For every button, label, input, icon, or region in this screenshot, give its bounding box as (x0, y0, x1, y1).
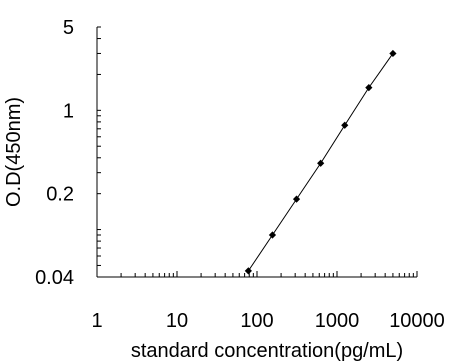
y-axis-label: O.D(450nm) (3, 97, 25, 207)
x-tick-label: 1000 (315, 310, 360, 332)
y-tick-label: 0.2 (46, 184, 74, 206)
data-point (317, 159, 325, 167)
y-tick-label: 0.04 (35, 267, 74, 289)
data-point (292, 195, 301, 203)
y-tick-label: 5 (63, 17, 74, 39)
x-tick-label: 10000 (389, 310, 445, 332)
x-axis-label: standard concentration(pg/mL) (131, 340, 403, 362)
data-point (268, 231, 277, 239)
data-point (389, 49, 397, 58)
data-point (341, 121, 349, 129)
series-layer (244, 49, 397, 275)
x-tick-label: 10 (166, 310, 188, 332)
data-point (244, 267, 252, 275)
y-tick-label: 1 (63, 100, 74, 122)
data-point (365, 84, 373, 92)
axes: 1 10 100 1000 10000 0.04 0.2 1 5 (35, 17, 445, 332)
x-tick-label: 1 (91, 310, 102, 332)
x-tick-label: 100 (240, 310, 273, 332)
